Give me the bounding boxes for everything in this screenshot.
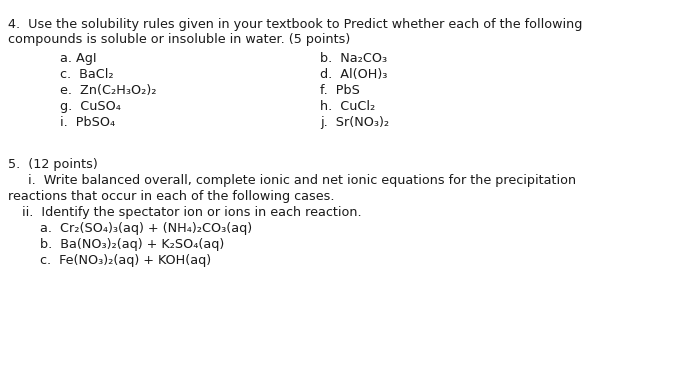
Text: g.  CuSO₄: g. CuSO₄	[60, 100, 121, 113]
Text: 5.  (12 points): 5. (12 points)	[8, 158, 98, 171]
Text: ii.  Identify the spectator ion or ions in each reaction.: ii. Identify the spectator ion or ions i…	[22, 206, 362, 219]
Text: a.  Cr₂(SO₄)₃(aq) + (NH₄)₂CO₃(aq): a. Cr₂(SO₄)₃(aq) + (NH₄)₂CO₃(aq)	[40, 222, 252, 235]
Text: f.  PbS: f. PbS	[320, 84, 360, 97]
Text: reactions that occur in each of the following cases.: reactions that occur in each of the foll…	[8, 190, 335, 203]
Text: b.  Ba(NO₃)₂(aq) + K₂SO₄(aq): b. Ba(NO₃)₂(aq) + K₂SO₄(aq)	[40, 238, 224, 251]
Text: c.  BaCl₂: c. BaCl₂	[60, 68, 113, 81]
Text: i.  PbSO₄: i. PbSO₄	[60, 116, 115, 129]
Text: e.  Zn(C₂H₃O₂)₂: e. Zn(C₂H₃O₂)₂	[60, 84, 157, 97]
Text: b.  Na₂CO₃: b. Na₂CO₃	[320, 52, 387, 65]
Text: c.  Fe(NO₃)₂(aq) + KOH(aq): c. Fe(NO₃)₂(aq) + KOH(aq)	[40, 254, 211, 267]
Text: compounds is soluble or insoluble in water. (5 points): compounds is soluble or insoluble in wat…	[8, 33, 350, 46]
Text: j.  Sr(NO₃)₂: j. Sr(NO₃)₂	[320, 116, 389, 129]
Text: a. AgI: a. AgI	[60, 52, 97, 65]
Text: d.  Al(OH)₃: d. Al(OH)₃	[320, 68, 387, 81]
Text: i.  Write balanced overall, complete ionic and net ionic equations for the preci: i. Write balanced overall, complete ioni…	[28, 174, 576, 187]
Text: h.  CuCl₂: h. CuCl₂	[320, 100, 375, 113]
Text: 4.  Use the solubility rules given in your textbook to Predict whether each of t: 4. Use the solubility rules given in you…	[8, 18, 582, 31]
